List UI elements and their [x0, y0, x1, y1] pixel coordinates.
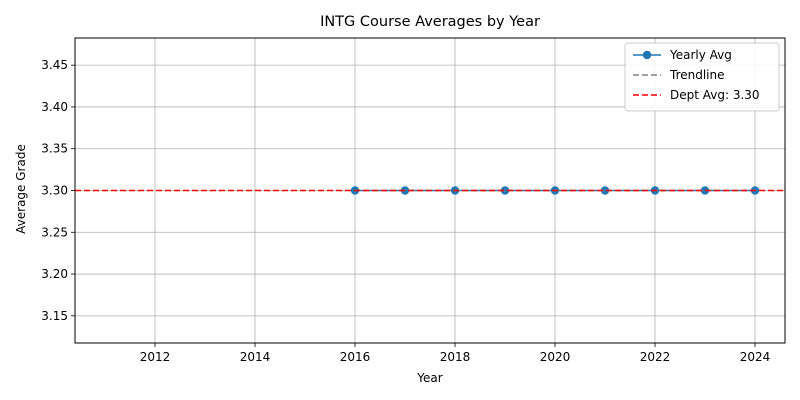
x-axis: 2012 2014 2016 2018 2020 2022 2024 — [140, 343, 771, 364]
data-point-yearly-avg — [600, 186, 610, 195]
series-layer — [75, 186, 785, 195]
y-tick-label: 3.30 — [41, 184, 68, 198]
y-axis: 3.15 3.20 3.25 3.30 3.35 3.40 3.45 — [41, 58, 75, 323]
x-tick-label: 2014 — [240, 350, 271, 364]
x-axis-title: Year — [416, 371, 442, 385]
y-tick-label: 3.45 — [41, 58, 68, 72]
legend-box — [624, 42, 780, 112]
chart-title: INTG Course Averages by Year — [320, 14, 540, 30]
legend: Yearly Avg Trendline Dept Avg: 3.30 — [624, 42, 780, 112]
y-tick-label: 3.40 — [41, 100, 68, 114]
y-tick-label: 3.35 — [41, 142, 68, 156]
x-tick-label: 2018 — [440, 350, 471, 364]
x-tick-label: 2022 — [640, 350, 671, 364]
x-tick-label: 2012 — [140, 350, 171, 364]
legend-item-dept-avg: Dept Avg: 3.30 — [633, 88, 760, 102]
y-tick-label: 3.25 — [41, 225, 68, 239]
y-tick-label: 3.15 — [41, 309, 68, 323]
legend-label: Dept Avg: 3.30 — [670, 88, 760, 102]
x-tick-label: 2020 — [540, 350, 571, 364]
legend-item-trendline: Trendline — [633, 68, 725, 82]
y-tick-label: 3.20 — [41, 267, 68, 281]
legend-marker — [642, 50, 652, 60]
legend-label: Yearly Avg — [669, 48, 732, 62]
legend-item-yearly-avg: Yearly Avg — [633, 48, 732, 62]
y-axis-title: Average Grade — [14, 144, 28, 234]
x-tick-label: 2024 — [740, 350, 771, 364]
x-tick-label: 2016 — [340, 350, 371, 364]
legend-label: Trendline — [669, 68, 725, 82]
